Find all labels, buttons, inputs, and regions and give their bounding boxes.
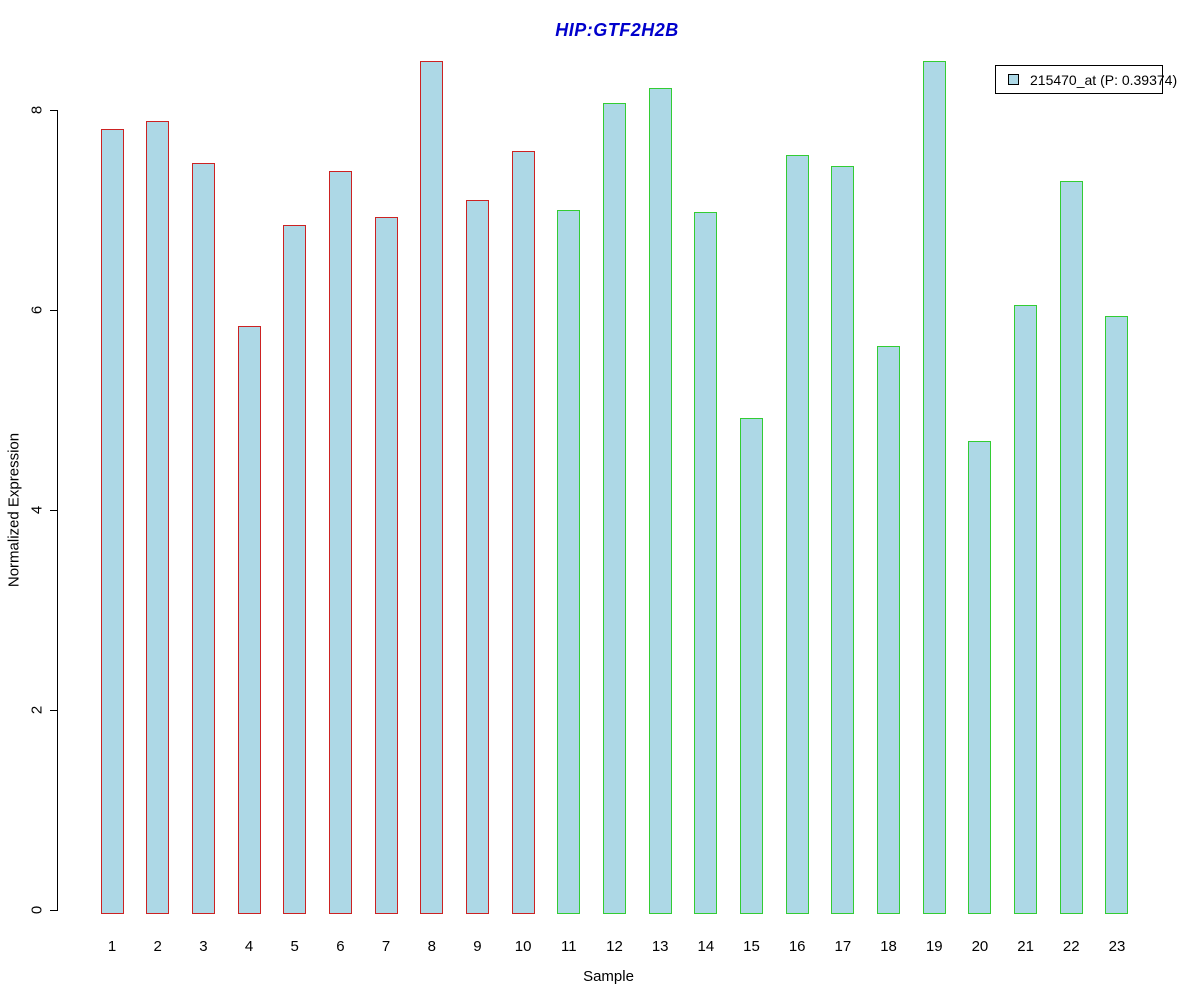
bar-sample-19 — [922, 61, 946, 914]
x-tick-label-23: 23 — [1108, 938, 1126, 955]
y-tick-mark-2 — [50, 709, 57, 711]
x-tick-label-12: 12 — [606, 938, 623, 955]
x-tick-label-15: 15 — [743, 938, 760, 955]
x-tick-label-13: 13 — [651, 938, 669, 955]
legend: 215470_at (P: 0.39374) — [995, 65, 1177, 94]
bar-sample-17 — [831, 166, 855, 914]
x-tick-label-7: 7 — [381, 938, 391, 955]
bar-sample-3 — [191, 163, 215, 914]
x-tick-label-14: 14 — [697, 938, 715, 955]
legend-swatch-icon — [1008, 74, 1019, 85]
x-tick-label-17: 17 — [834, 938, 852, 955]
x-tick-label-6: 6 — [336, 938, 345, 955]
bar-sample-2 — [146, 121, 170, 914]
x-axis-title: Sample — [583, 968, 634, 985]
bar-sample-10 — [511, 151, 535, 914]
x-tick-label-18: 18 — [880, 938, 897, 955]
bar-sample-4 — [237, 326, 261, 914]
bar-sample-13 — [648, 88, 672, 914]
y-tick-label-text: 6 — [28, 305, 46, 315]
y-tick-mark-8 — [50, 109, 57, 111]
bar-sample-18 — [877, 346, 901, 914]
x-tick-label-1: 1 — [107, 938, 117, 955]
bar-sample-11 — [557, 210, 581, 914]
y-axis-title-text: Normalized Expression — [5, 432, 23, 588]
legend-label: 215470_at (P: 0.39374) — [1030, 71, 1178, 88]
y-tick-mark-4 — [50, 509, 57, 511]
bar-sample-9 — [465, 200, 489, 914]
bar-sample-14 — [694, 212, 718, 914]
x-tick-label-8: 8 — [427, 938, 436, 955]
y-axis-line — [57, 110, 58, 911]
x-tick-label-2: 2 — [153, 938, 162, 955]
y-tick-label-text: 2 — [28, 705, 46, 715]
bar-sample-15 — [740, 418, 764, 914]
bar-sample-23 — [1105, 316, 1129, 914]
x-tick-label-9: 9 — [473, 938, 482, 955]
x-tick-label-19: 19 — [925, 938, 943, 955]
x-tick-label-5: 5 — [290, 938, 299, 955]
x-tick-label-21: 21 — [1017, 938, 1034, 955]
x-tick-label-4: 4 — [244, 938, 254, 955]
bar-sample-16 — [785, 155, 809, 914]
x-tick-label-16: 16 — [788, 938, 806, 955]
bar-sample-1 — [100, 129, 124, 914]
bar-sample-7 — [374, 217, 398, 914]
x-tick-label-20: 20 — [971, 938, 989, 955]
x-tick-label-22: 22 — [1062, 938, 1080, 955]
bar-sample-5 — [283, 225, 307, 914]
x-tick-label-10: 10 — [514, 938, 532, 955]
x-tick-label-11: 11 — [561, 938, 577, 955]
y-tick-mark-6 — [50, 309, 57, 311]
bar-sample-22 — [1059, 181, 1083, 914]
bar-sample-21 — [1014, 305, 1038, 914]
bar-sample-12 — [602, 103, 626, 914]
y-tick-label-text: 4 — [28, 505, 46, 515]
bar-sample-20 — [968, 441, 992, 914]
y-tick-label-text: 0 — [28, 905, 46, 915]
y-tick-label-text: 8 — [28, 105, 46, 115]
x-tick-label-3: 3 — [199, 938, 208, 955]
bar-sample-8 — [420, 61, 444, 914]
y-tick-mark-0 — [50, 909, 57, 911]
chart-title: HIP:GTF2H2B — [555, 20, 679, 40]
bar-sample-6 — [328, 171, 352, 914]
